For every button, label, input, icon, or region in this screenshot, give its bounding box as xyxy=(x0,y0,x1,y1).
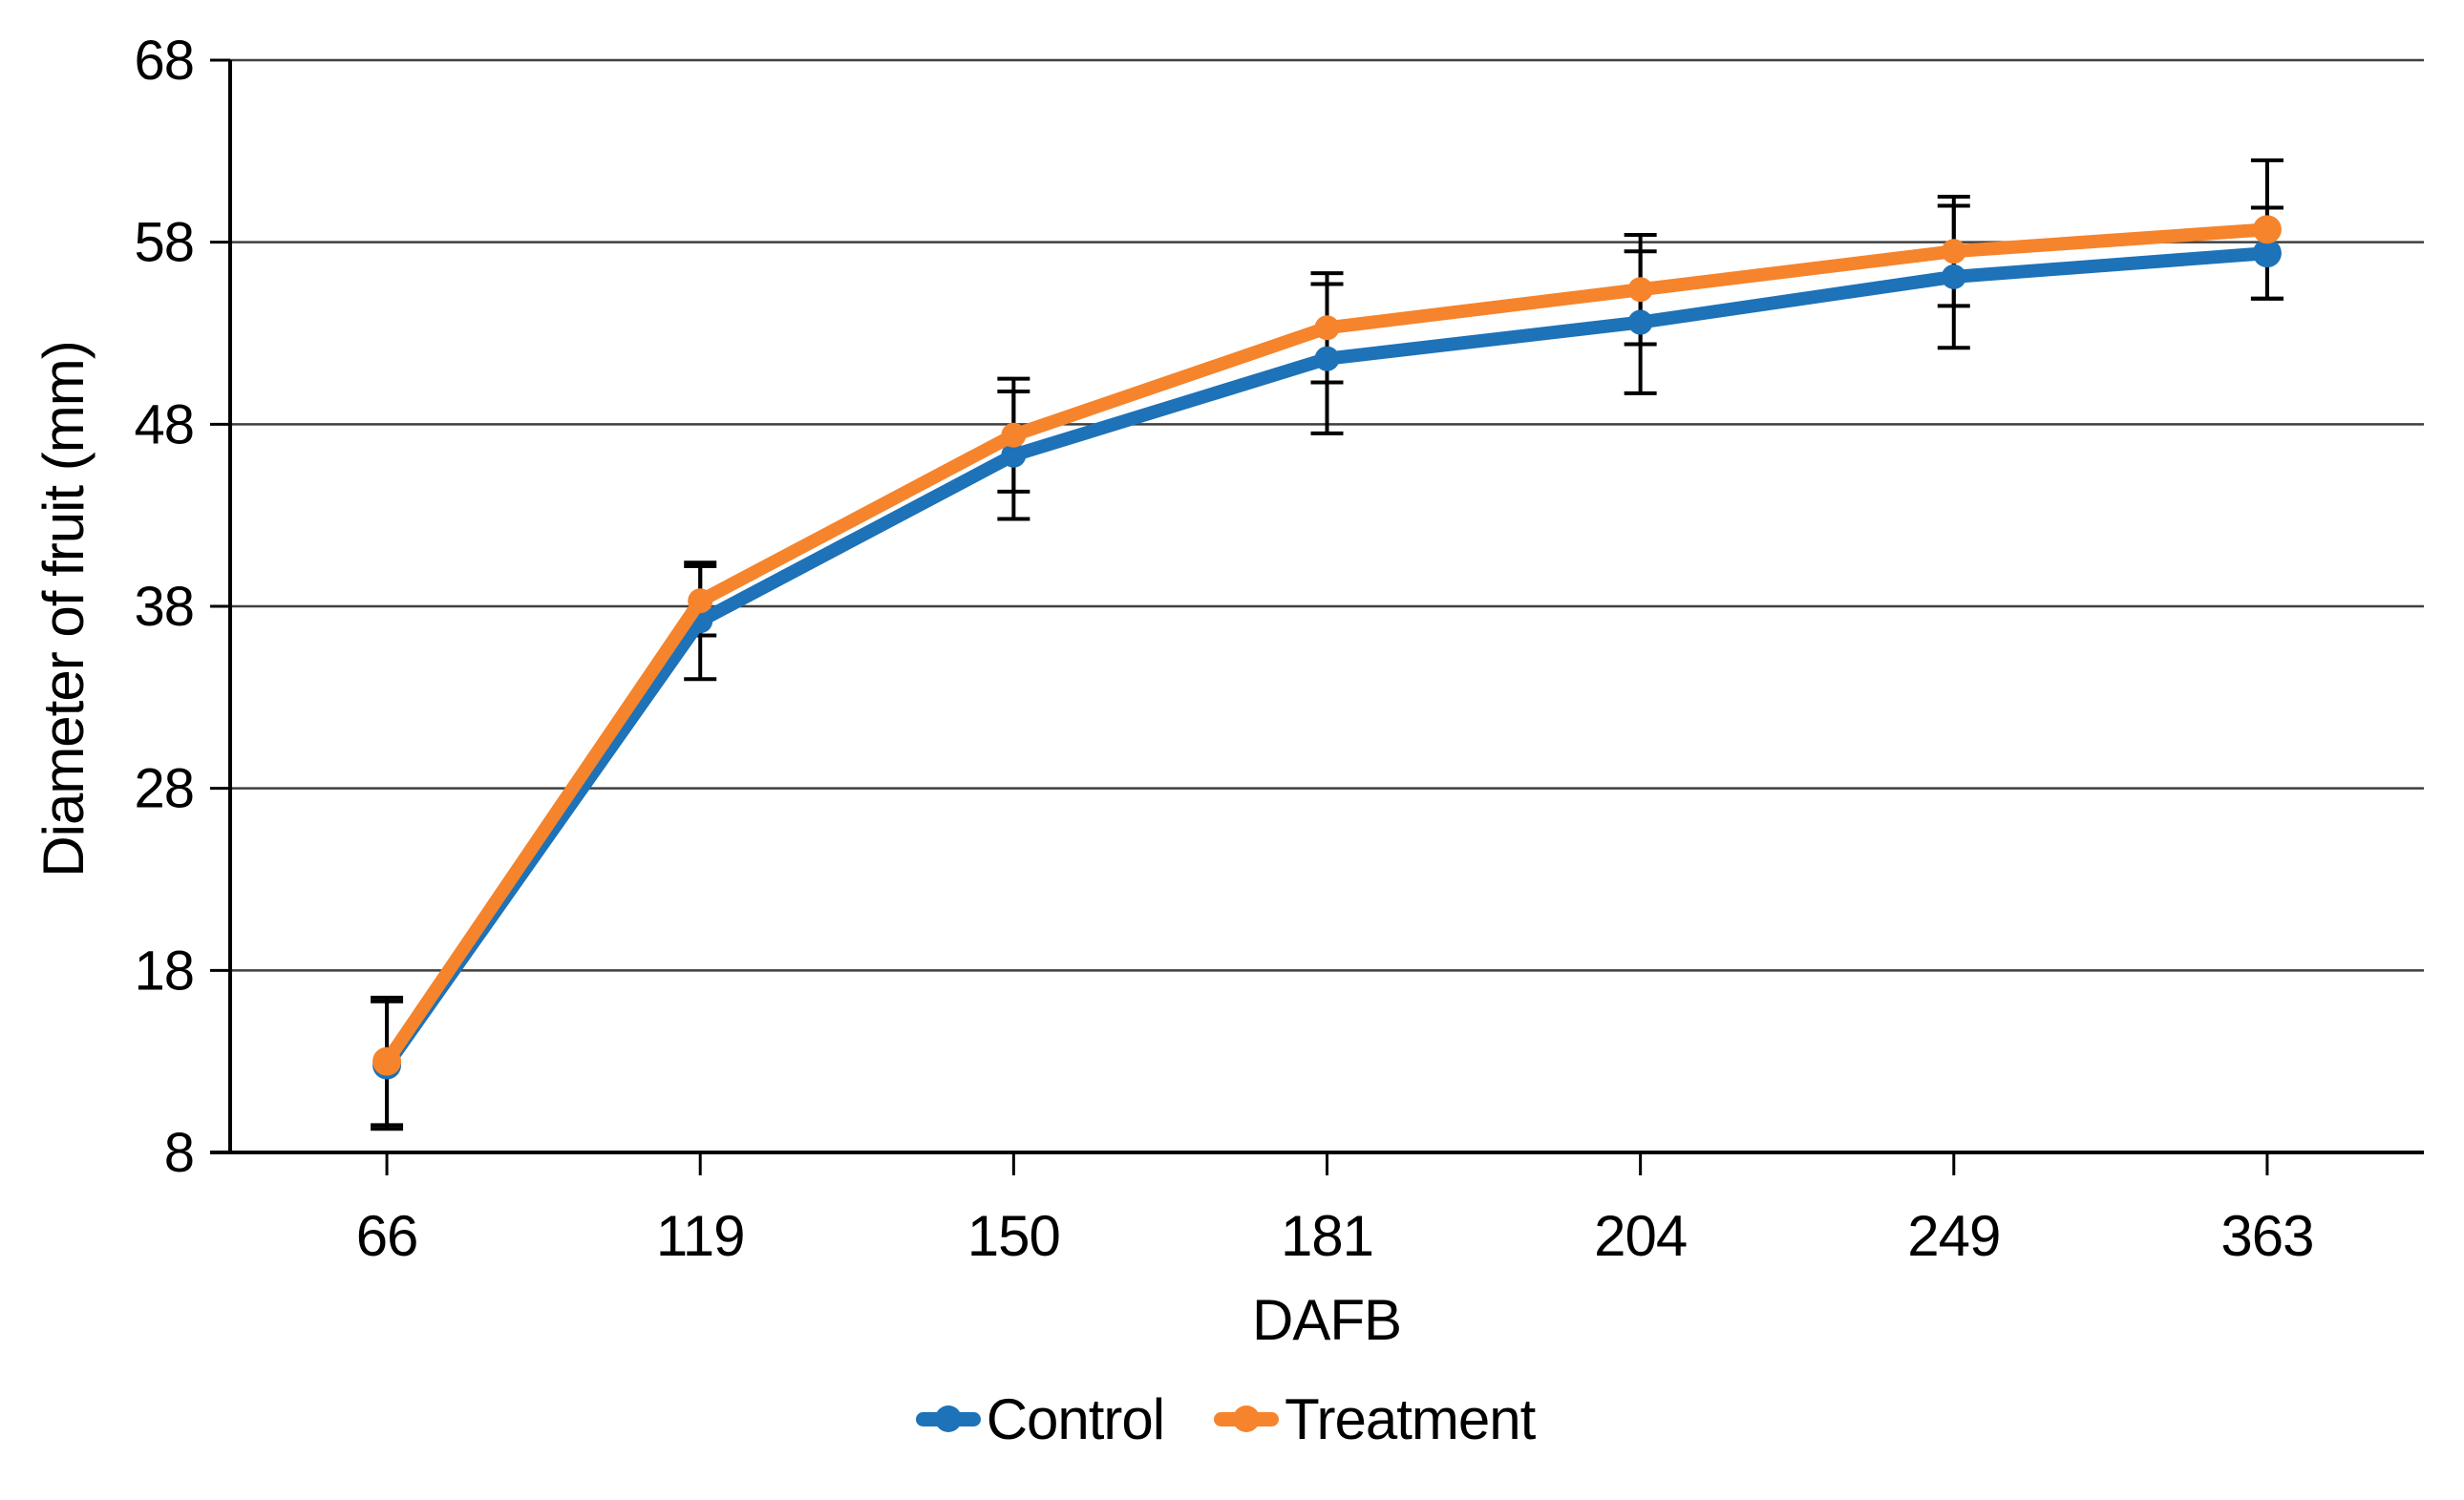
data-point-control xyxy=(2252,239,2282,268)
data-point-treatment xyxy=(1314,315,1340,341)
y-tick-label: 18 xyxy=(134,940,194,1002)
data-point-treatment xyxy=(1941,239,1966,264)
legend-swatch-treatment xyxy=(1214,1405,1280,1432)
data-point-control xyxy=(1627,309,1653,335)
data-point-control xyxy=(1001,442,1027,468)
y-tick-label: 28 xyxy=(134,758,194,820)
data-point-control xyxy=(1941,264,1966,289)
x-tick-label: 363 xyxy=(2220,1204,2313,1268)
legend-item-treatment: Treatment xyxy=(1214,1386,1536,1452)
y-tick-label: 68 xyxy=(134,30,194,92)
x-tick-label: 204 xyxy=(1594,1204,1687,1268)
x-tick-label: 181 xyxy=(1281,1204,1373,1268)
y-tick-label: 58 xyxy=(134,212,194,274)
legend-item-control: Control xyxy=(915,1386,1165,1452)
y-tick-label: 48 xyxy=(134,393,194,455)
y-axis-title: Diameter of fruit (mm) xyxy=(32,341,96,877)
data-point-control xyxy=(1314,346,1340,371)
legend-swatch-control xyxy=(915,1405,981,1432)
x-tick-label: 66 xyxy=(356,1204,418,1268)
data-point-treatment xyxy=(688,588,713,614)
y-tick-label: 38 xyxy=(134,576,194,638)
legend-marker-dot xyxy=(934,1405,962,1432)
data-point-treatment xyxy=(372,1046,402,1076)
legend: Control Treatment xyxy=(0,1386,2451,1452)
y-tick-label: 8 xyxy=(164,1122,194,1184)
x-axis-title: DAFB xyxy=(1251,1288,1402,1352)
data-point-treatment xyxy=(1627,277,1653,303)
legend-label-treatment: Treatment xyxy=(1285,1387,1536,1451)
legend-label-control: Control xyxy=(986,1387,1165,1451)
data-point-treatment xyxy=(1001,422,1027,448)
data-point-treatment xyxy=(2252,215,2282,244)
x-tick-label: 150 xyxy=(967,1204,1060,1268)
x-tick-label: 119 xyxy=(656,1204,745,1268)
x-tick-label: 249 xyxy=(1907,1204,2000,1268)
legend-marker-dot xyxy=(1233,1405,1261,1432)
